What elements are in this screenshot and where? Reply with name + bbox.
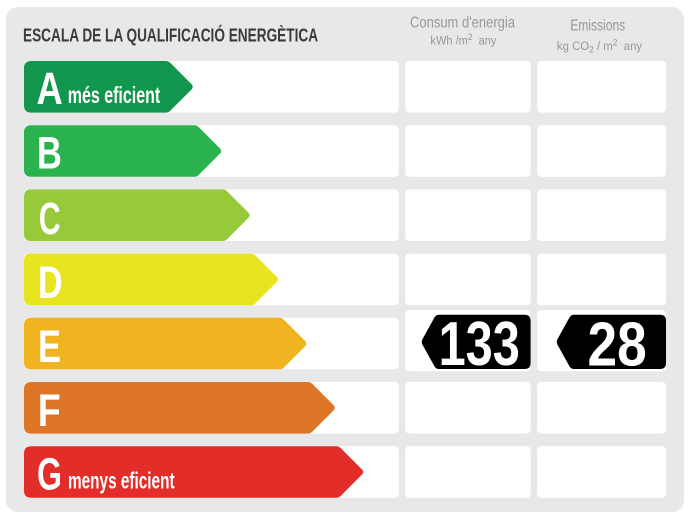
svg-text:kg CO2 / m2 any: kg CO2 / m2 any [557, 37, 642, 54]
svg-text:menys eficient: menys eficient [68, 468, 175, 494]
svg-text:D: D [38, 257, 63, 308]
svg-text:C: C [39, 194, 61, 245]
svg-text:F: F [38, 385, 61, 436]
svg-text:A: A [37, 63, 63, 114]
svg-text:E: E [38, 321, 61, 372]
svg-text:ESCALA DE LA QUALIFICACIÓ ENER: ESCALA DE LA QUALIFICACIÓ ENERGÈTICA [23, 25, 318, 46]
svg-text:G: G [37, 449, 62, 500]
svg-text:133: 133 [439, 309, 520, 378]
svg-text:B: B [37, 128, 62, 179]
svg-text:més eficient: més eficient [68, 83, 161, 109]
svg-text:28: 28 [588, 311, 647, 380]
svg-text:Emissions: Emissions [570, 17, 625, 34]
svg-text:Consum d'energia: Consum d'energia [410, 15, 515, 32]
svg-text:kWh /m2 any: kWh /m2 any [430, 32, 496, 48]
